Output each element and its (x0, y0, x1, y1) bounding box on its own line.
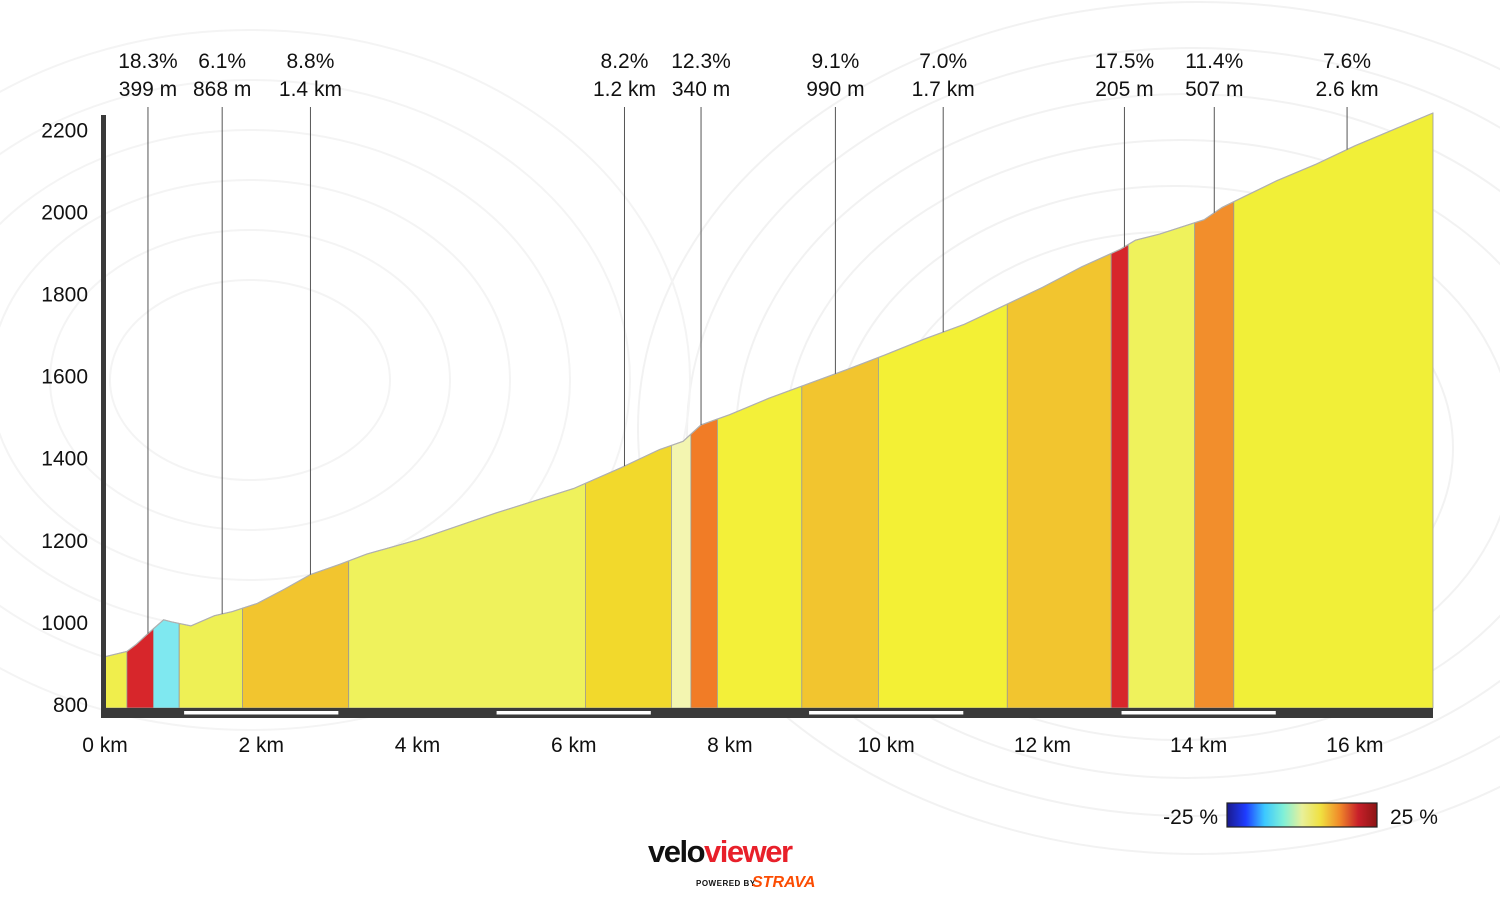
y-axis-line (101, 115, 106, 718)
contour-line (49, 229, 451, 531)
x-tick-label: 2 km (238, 734, 284, 757)
x-tick-label: 16 km (1326, 734, 1383, 757)
annotation-percent: 9.1% (811, 50, 859, 73)
gradient-segment (1127, 222, 1196, 709)
annotation-percent: 8.8% (287, 50, 335, 73)
y-tick-label: 1000 (41, 612, 88, 635)
gradient-segment (585, 444, 672, 709)
gradient-segment (690, 418, 718, 709)
gradient-segment (152, 619, 180, 709)
annotation-length: 1.7 km (912, 78, 975, 101)
annotation-length: 1.4 km (279, 78, 342, 101)
profile-outline (104, 112, 1434, 658)
annotation-length: 340 m (672, 78, 730, 101)
y-tick-label: 800 (53, 694, 88, 717)
axes: 800 1000 1200 1400 1600 1800 2000 2200 0 km 2 km 4… (41, 115, 1433, 757)
veloviewer-logo: veloviewer POWERED BY STRAVA (648, 834, 815, 891)
annotation-length: 868 m (193, 78, 251, 101)
gradient-segment (348, 482, 586, 709)
annotation-percent: 8.2% (601, 50, 649, 73)
annotation-percent: 7.6% (1323, 50, 1371, 73)
climb-annotations: 18.3% 399 m 6.1% 868 m 8.8% 1.4 km 8.2% 1.2 km 1… (118, 50, 1379, 634)
annotation-percent: 17.5% (1095, 50, 1155, 73)
x-axis-scale-dash (184, 711, 339, 715)
annotation-length: 1.2 km (593, 78, 656, 101)
gradient-segment (671, 433, 692, 709)
annotation-length: 399 m (119, 78, 177, 101)
x-tick-label: 12 km (1014, 734, 1071, 757)
x-axis-scale-dash (809, 711, 964, 715)
gradient-segment (178, 607, 243, 709)
gradient-segment (1194, 201, 1235, 709)
x-axis-bar (101, 708, 1433, 718)
powered-by-text: POWERED BY (696, 879, 756, 888)
annotation-length: 2.6 km (1316, 78, 1379, 101)
legend-min-label: -25 % (1163, 806, 1218, 829)
y-tick-label: 1600 (41, 366, 88, 389)
contour-line (686, 47, 1500, 817)
x-tick-label: 8 km (707, 734, 753, 757)
annotation-length: 205 m (1095, 78, 1153, 101)
gradient-segments (104, 112, 1434, 709)
x-tick-label: 4 km (395, 734, 441, 757)
x-tick-label: 14 km (1170, 734, 1227, 757)
contour-line (109, 279, 391, 481)
gradient-segment (104, 650, 128, 709)
x-tick-label: 10 km (858, 734, 915, 757)
gradient-legend: -25 % 25 % (1163, 802, 1438, 829)
x-axis-scale-dash (496, 711, 651, 715)
y-tick-label: 1800 (41, 284, 88, 307)
annotation-length: 990 m (806, 78, 864, 101)
annotation-percent: 7.0% (919, 50, 967, 73)
annotation-percent: 18.3% (118, 50, 178, 73)
gradient-segment (878, 303, 1008, 709)
annotation-percent: 12.3% (671, 50, 731, 73)
logo-wordmark: veloviewer (648, 834, 793, 869)
gradient-segment (1233, 112, 1434, 709)
annotation-length: 507 m (1185, 78, 1243, 101)
contour-line (637, 1, 1500, 855)
logo-viewer-text: viewer (704, 834, 793, 869)
y-tick-label: 2000 (41, 201, 88, 224)
x-axis-scale-dash (1121, 711, 1276, 715)
x-tick-label: 0 km (82, 734, 128, 757)
profile-line (104, 112, 1434, 658)
annotation-percent: 11.4% (1185, 50, 1243, 73)
x-tick-label: 6 km (551, 734, 597, 757)
y-tick-label: 1400 (41, 448, 88, 471)
strava-text: STRAVA (752, 874, 815, 891)
y-tick-label: 1200 (41, 530, 88, 553)
gradient-segment (1110, 243, 1129, 709)
contour-line (0, 179, 511, 581)
gradient-segment (717, 385, 803, 709)
legend-max-label: 25 % (1390, 806, 1438, 829)
gradient-segment (801, 356, 879, 709)
annotation-percent: 6.1% (198, 50, 246, 73)
gradient-segment (1006, 252, 1112, 709)
logo-velo-text: velo (648, 834, 705, 869)
contour-line (0, 29, 691, 731)
y-tick-label: 2200 (41, 119, 88, 142)
legend-gradient-bar (1226, 802, 1378, 828)
